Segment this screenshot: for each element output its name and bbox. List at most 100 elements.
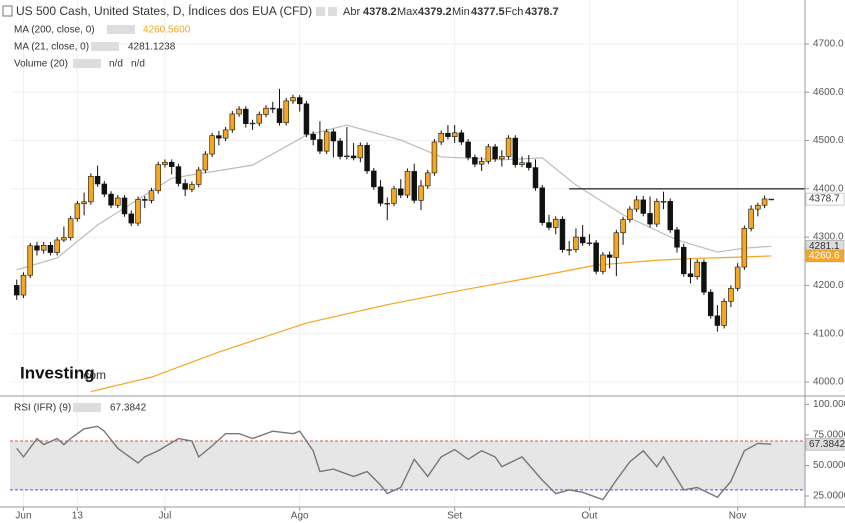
candle-body — [88, 175, 94, 203]
candle-body — [566, 249, 572, 251]
rsi-value: 67.3842 — [110, 403, 147, 414]
x-tick-label: Out — [581, 511, 597, 522]
candle-body — [317, 139, 323, 152]
candle-body — [458, 132, 465, 143]
candle-body — [243, 108, 249, 124]
x-tick-label: Ago — [291, 511, 309, 522]
candle-body — [526, 162, 532, 168]
candle-body — [472, 157, 478, 165]
candle-body — [384, 202, 391, 205]
candle-body — [579, 236, 586, 244]
candle-body — [364, 145, 370, 172]
ohlc-label: Max — [397, 6, 418, 18]
candle-body — [505, 137, 512, 157]
candle-body — [411, 171, 417, 201]
y-tick-label: 4100.0 — [813, 328, 844, 339]
candle-body — [418, 185, 424, 201]
volume-legend: Volume (20) — [14, 59, 68, 70]
candle-body — [168, 161, 175, 167]
ohlc-value: 4378.2 — [363, 6, 397, 18]
rsi-legend: RSI (IFR) (9) — [14, 403, 71, 414]
candle-body — [296, 97, 303, 105]
ohlc-label: Fch — [505, 6, 523, 18]
rsi-tag-bg — [805, 437, 845, 451]
settings-icon[interactable] — [328, 7, 337, 16]
candle-body — [283, 100, 289, 123]
candle-body — [674, 229, 680, 248]
candle-body — [115, 197, 121, 206]
y-tick-label: 4200.0 — [813, 280, 844, 291]
y-tick-label: 50.0000 — [813, 460, 845, 471]
candle-body — [768, 198, 775, 201]
y-tick-label: 4300.0 — [813, 232, 844, 243]
logo: Investing — [20, 363, 95, 382]
grid — [10, 0, 805, 507]
ma21-value: 4281.1238 — [128, 42, 176, 53]
candle-body — [600, 254, 606, 272]
menu-icon[interactable] — [2, 5, 13, 17]
candle-body — [155, 164, 161, 192]
candle-body — [195, 169, 202, 185]
rsi-band — [10, 441, 805, 490]
candle-body — [142, 199, 148, 201]
candle-body — [748, 208, 754, 229]
legend-icons[interactable] — [91, 42, 119, 51]
x-tick-label: Nov — [729, 511, 747, 522]
moving-average — [90, 255, 772, 393]
ohlc-value: 4377.5 — [471, 6, 505, 18]
legend-icons[interactable] — [107, 25, 135, 34]
moving-average — [16, 124, 772, 271]
candle-body — [424, 172, 431, 187]
candle-body — [694, 261, 700, 277]
candle-body — [135, 199, 141, 224]
rsi-tag: 67.3842 — [809, 439, 845, 450]
y-tick-label: 4000.0 — [813, 377, 844, 388]
candle-body — [687, 273, 694, 277]
candle-body — [633, 199, 640, 210]
y-tick-label: 4600.0 — [813, 87, 844, 98]
candle-body — [398, 188, 404, 196]
candle-body — [721, 301, 727, 326]
x-tick-label: 13 — [72, 511, 84, 522]
candle-body — [14, 285, 20, 296]
y-tick-label: 4700.0 — [813, 39, 844, 50]
candle-body — [61, 237, 67, 241]
candle-body — [681, 246, 687, 275]
candle-body — [47, 245, 54, 253]
settings-icon[interactable] — [316, 7, 325, 16]
candle-body — [108, 193, 114, 206]
instrument-title: US 500 Cash, United States, D, Índices d… — [16, 3, 312, 18]
candle-body — [701, 261, 707, 293]
candle-body — [216, 135, 222, 139]
candle-body — [465, 141, 471, 158]
ohlc-label: Min — [452, 6, 470, 18]
legend-icons[interactable] — [73, 59, 101, 68]
candle-body — [438, 132, 444, 143]
candle-body — [182, 183, 188, 190]
candle-body — [431, 141, 438, 174]
candle-body — [101, 183, 108, 195]
candle-body — [654, 201, 660, 225]
candle-body — [512, 137, 519, 165]
legend-icons[interactable] — [73, 403, 101, 412]
y-tick-label: 25.0000 — [813, 491, 845, 502]
candle-body — [593, 242, 599, 272]
candle-body — [606, 254, 613, 258]
candle-body — [734, 266, 741, 289]
candle-body — [647, 213, 653, 225]
candle-body — [162, 161, 168, 165]
candle-body — [290, 97, 296, 102]
x-tick-label: Jul — [159, 511, 172, 522]
candle-body — [714, 315, 721, 326]
candle-body — [404, 171, 411, 196]
y-tick-label: 75.0000 — [813, 430, 845, 441]
last-price-tag-bg — [805, 192, 845, 206]
ma200-tag: 4260.6 — [809, 251, 840, 262]
candle-body — [67, 218, 74, 238]
candle-body — [391, 188, 397, 204]
candle-body — [741, 228, 748, 268]
candle-body — [350, 155, 357, 159]
candle-body — [34, 245, 40, 251]
candle-body — [202, 153, 209, 171]
